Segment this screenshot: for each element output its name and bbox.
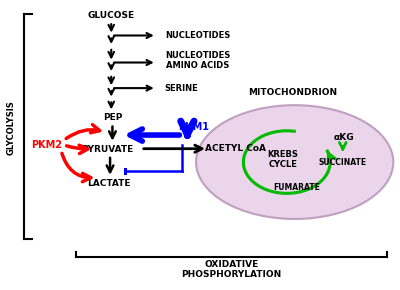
Text: NUCLEOTIDES
AMINO ACIDS: NUCLEOTIDES AMINO ACIDS bbox=[166, 51, 231, 70]
Text: NUCLEOTIDES: NUCLEOTIDES bbox=[166, 31, 231, 40]
Text: PKM2: PKM2 bbox=[32, 140, 62, 150]
Text: SERINE: SERINE bbox=[164, 84, 198, 93]
Text: GLYCOLYSIS: GLYCOLYSIS bbox=[7, 101, 16, 155]
Text: PYRUVATE: PYRUVATE bbox=[81, 145, 134, 154]
Text: FUMARATE: FUMARATE bbox=[273, 183, 320, 192]
Text: OXIDATIVE
PHOSPHORYLATION: OXIDATIVE PHOSPHORYLATION bbox=[182, 260, 282, 279]
Text: GLUCOSE: GLUCOSE bbox=[88, 11, 135, 20]
Text: MITOCHONDRION: MITOCHONDRION bbox=[248, 88, 337, 97]
Text: LACTATE: LACTATE bbox=[87, 179, 130, 188]
Text: SUCCINATE: SUCCINATE bbox=[319, 157, 367, 166]
Text: PKM1: PKM1 bbox=[178, 122, 210, 131]
Text: ACETYL CoA: ACETYL CoA bbox=[205, 144, 266, 153]
Text: PEP: PEP bbox=[103, 113, 122, 122]
Text: αKG: αKG bbox=[334, 133, 354, 142]
Text: KREBS
CYCLE: KREBS CYCLE bbox=[267, 150, 298, 169]
Ellipse shape bbox=[196, 105, 393, 219]
